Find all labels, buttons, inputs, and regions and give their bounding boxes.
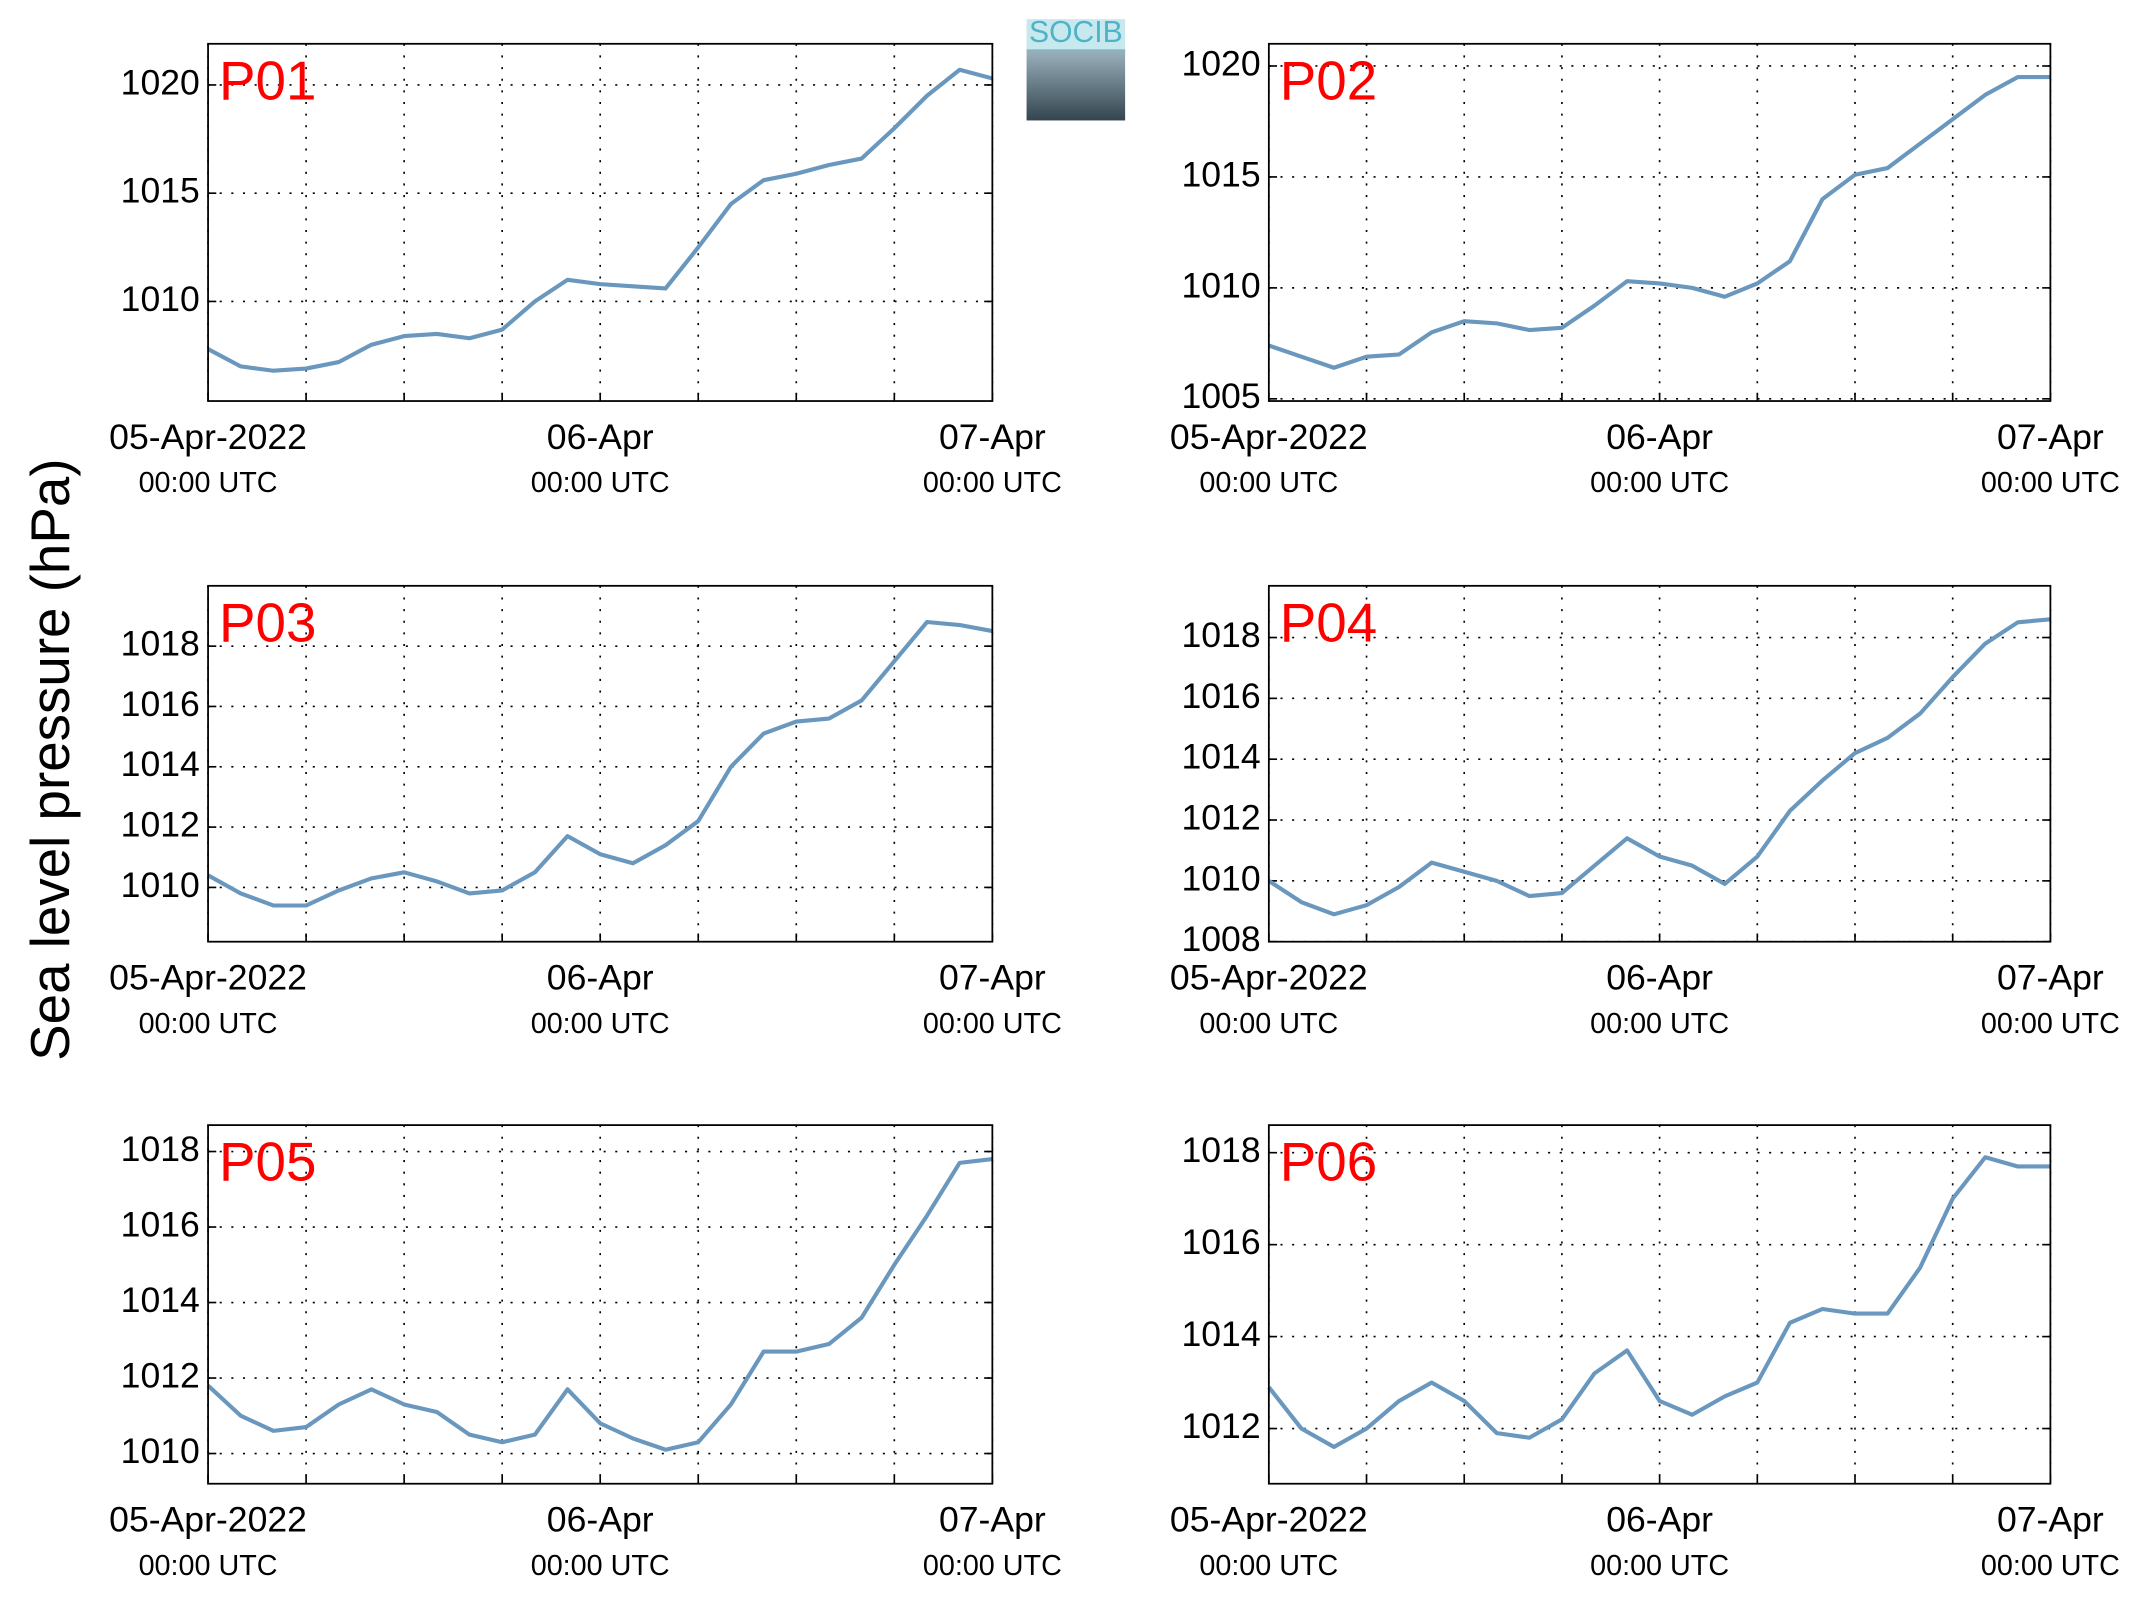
y-tick-label: 1020 [121, 62, 200, 102]
x-tick-label: 06-Apr [1606, 1499, 1713, 1539]
panel-title: P06 [1280, 1131, 1377, 1193]
x-tick-label: 06-Apr [547, 417, 654, 457]
x-tick-sublabel: 00:00 UTC [531, 1550, 670, 1582]
data-line [1267, 1155, 2051, 1449]
y-axis-label: Sea level pressure (hPa) [19, 458, 81, 1060]
x-tick-sublabel: 00:00 UTC [1590, 1008, 1729, 1040]
x-tick-sublabel: 00:00 UTC [923, 1008, 1062, 1040]
x-tick-sublabel: 00:00 UTC [139, 467, 278, 499]
x-tick-sublabel: 00:00 UTC [531, 467, 670, 499]
x-tick-label: 06-Apr [1606, 957, 1713, 997]
y-tick-label: 1014 [121, 744, 200, 784]
x-tick-label: 07-Apr [939, 957, 1046, 997]
x-tick-sublabel: 00:00 UTC [923, 1550, 1062, 1582]
plot-frame [207, 584, 994, 943]
y-tick-label: 1018 [121, 1129, 200, 1169]
x-tick-sublabel: 00:00 UTC [1590, 467, 1729, 499]
logo: SOCIB [1026, 16, 1126, 121]
x-tick-sublabel: 00:00 UTC [1199, 1008, 1338, 1040]
panel-title: P01 [219, 49, 316, 111]
y-tick-label: 1014 [1181, 1314, 1260, 1354]
y-tick-label: 1010 [121, 865, 200, 905]
x-tick-label: 05-Apr-2022 [1170, 957, 1368, 997]
y-tick-label: 1012 [121, 804, 200, 844]
x-tick-label: 06-Apr [1606, 417, 1713, 457]
x-tick-label: 06-Apr [547, 1499, 654, 1539]
x-tick-label: 05-Apr-2022 [109, 1499, 307, 1539]
panel: 05-Apr-2022 00:00 UTC 06-Apr 00:00 UTC 07-Ap… [1170, 1124, 2120, 1582]
y-tick-label: 1018 [1181, 615, 1260, 655]
x-tick-sublabel: 00:00 UTC [1981, 467, 2120, 499]
x-tick-sublabel: 00:00 UTC [1199, 467, 1338, 499]
y-tick-label: 1015 [1181, 154, 1260, 194]
data-line [206, 1157, 993, 1452]
data-line [207, 67, 993, 373]
x-tick-label: 05-Apr-2022 [1170, 417, 1368, 457]
logo-text: SOCIB [1029, 16, 1123, 49]
y-tick-label: 1010 [1181, 858, 1260, 898]
y-tick-label: 1016 [1181, 676, 1260, 716]
x-tick-sublabel: 00:00 UTC [1199, 1550, 1338, 1582]
x-tick-sublabel: 00:00 UTC [1981, 1550, 2120, 1582]
x-tick-label: 07-Apr [939, 417, 1046, 457]
y-tick-label: 1005 [1181, 376, 1260, 416]
y-tick-label: 1010 [121, 279, 200, 319]
x-tick-label: 05-Apr-2022 [1170, 1499, 1368, 1539]
y-tick-label: 1012 [1181, 797, 1260, 837]
plot-frame [207, 42, 994, 402]
plot-frame [1267, 42, 2052, 402]
plot-frame [1267, 1124, 2052, 1485]
panel-title: P04 [1280, 591, 1377, 653]
x-tick-label: 06-Apr [547, 957, 654, 997]
data-line [1268, 75, 2051, 370]
x-tick-label: 07-Apr [1997, 417, 2104, 457]
panel: 05-Apr-2022 00:00 UTC 06-Apr 00:00 UTC 07-Ap… [1170, 42, 2120, 499]
panel: 05-Apr-2022 00:00 UTC 06-Apr 00:00 UTC 07-Ap… [109, 584, 1062, 1040]
logo-box [1026, 49, 1126, 121]
data-line [1267, 617, 2051, 917]
x-tick-sublabel: 00:00 UTC [139, 1550, 278, 1582]
x-tick-sublabel: 00:00 UTC [531, 1008, 670, 1040]
y-tick-label: 1014 [1181, 737, 1260, 777]
y-tick-label: 1016 [121, 1204, 200, 1244]
y-tick-label: 1018 [1181, 1130, 1260, 1170]
x-tick-label: 07-Apr [939, 1499, 1046, 1539]
x-tick-label: 07-Apr [1997, 957, 2104, 997]
panel: 05-Apr-2022 00:00 UTC 06-Apr 00:00 UTC 07-Ap… [1170, 584, 2120, 1040]
y-tick-label: 1018 [121, 624, 200, 664]
y-tick-label: 1015 [121, 171, 200, 211]
y-tick-label: 1012 [121, 1355, 200, 1395]
x-tick-label: 05-Apr-2022 [109, 957, 307, 997]
plot-frame [1267, 584, 2052, 943]
y-tick-label: 1010 [1181, 265, 1260, 305]
x-tick-sublabel: 00:00 UTC [139, 1008, 278, 1040]
x-tick-label: 05-Apr-2022 [109, 417, 307, 457]
x-tick-label: 07-Apr [1997, 1499, 2104, 1539]
y-tick-label: 1010 [121, 1431, 200, 1471]
y-tick-label: 1008 [1181, 919, 1260, 959]
x-tick-sublabel: 00:00 UTC [923, 467, 1062, 499]
data-line [207, 619, 993, 908]
panel: 05-Apr-2022 00:00 UTC 06-Apr 00:00 UTC 07-Ap… [109, 1124, 1062, 1582]
y-tick-label: 1012 [1181, 1406, 1260, 1446]
y-tick-label: 1020 [1181, 43, 1260, 83]
panel-title: P03 [219, 591, 316, 653]
y-tick-label: 1016 [1181, 1222, 1260, 1262]
logo-band [1026, 19, 1126, 53]
plot-frame [207, 1124, 994, 1485]
panel-title: P02 [1280, 49, 1377, 111]
x-tick-sublabel: 00:00 UTC [1981, 1008, 2120, 1040]
y-tick-label: 1016 [121, 684, 200, 724]
panel-title: P05 [219, 1131, 316, 1193]
panel: 05-Apr-2022 00:00 UTC 06-Apr 00:00 UTC 07-Ap… [109, 42, 1062, 499]
x-tick-sublabel: 00:00 UTC [1590, 1550, 1729, 1582]
y-tick-label: 1014 [121, 1280, 200, 1320]
